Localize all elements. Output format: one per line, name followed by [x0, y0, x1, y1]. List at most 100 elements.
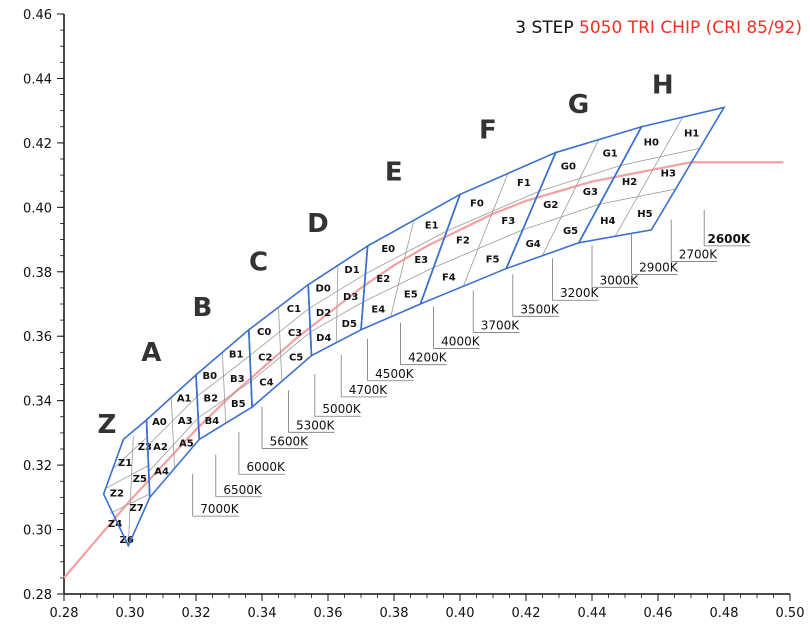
bin-grid-line: [222, 352, 227, 424]
bin-label: Z4: [108, 519, 122, 530]
bin-label: D3: [343, 292, 358, 303]
bin-label: B1: [229, 349, 244, 360]
bin-label: C1: [287, 304, 301, 315]
bin-label: E3: [414, 255, 428, 266]
group-letter: E: [385, 157, 403, 187]
x-tick-label: 0.40: [446, 606, 475, 621]
bin-label: D5: [342, 319, 357, 330]
bin-group-b: B0 B1 B2 B3 B4 B5 B: [192, 293, 253, 441]
bin-grid-line: [390, 220, 415, 317]
x-tick-label: 0.46: [644, 606, 673, 621]
group-letter: Z: [97, 410, 116, 440]
bin-label: B0: [202, 371, 217, 382]
cct-label: 2700K: [679, 248, 719, 262]
bin-label: D0: [316, 283, 331, 294]
y-tick-label: 0.46: [23, 8, 52, 23]
bin-label: E1: [425, 221, 439, 232]
bin-label: B5: [231, 399, 246, 410]
bin-grid-line: [278, 307, 283, 382]
bin-label: C4: [259, 378, 273, 389]
group-letter: C: [249, 248, 268, 278]
bin-label: A2: [153, 442, 168, 453]
cct-label: 5000K: [322, 402, 362, 416]
cct-label: 3200K: [560, 286, 600, 300]
axes: 0.28 0.30 0.32 0.34 0.36 0.38 0.40 0.42 0.44 0.46…: [23, 8, 804, 621]
bin-label: Z1: [118, 458, 132, 469]
bin-label: H1: [684, 128, 699, 139]
x-tick-label: 0.34: [248, 606, 277, 621]
bin-label: F3: [501, 216, 515, 227]
y-tick-label: 0.34: [23, 395, 52, 410]
bin-label: Z7: [129, 503, 143, 514]
x-tick-label: 0.42: [512, 606, 541, 621]
x-tick-label: 0.48: [710, 606, 739, 621]
cct-label: 4200K: [408, 351, 448, 365]
bin-label: E5: [404, 289, 418, 300]
bin-label: E4: [371, 304, 385, 315]
x-tick-label: 0.44: [578, 606, 607, 621]
bin-label: G5: [563, 226, 578, 237]
y-tick-label: 0.42: [23, 137, 52, 152]
chart-title: 3 STEP 5050 TRI CHIP (CRI 85/92): [515, 18, 802, 38]
cct-label: 7000K: [200, 502, 240, 516]
cct-label: 3000K: [600, 273, 640, 287]
cct-label: 4500K: [375, 367, 415, 381]
bin-label: G4: [526, 239, 541, 250]
bin-label: C2: [258, 352, 272, 363]
bin-label: G2: [543, 200, 558, 211]
bin-label: A1: [177, 393, 192, 404]
y-tick-label: 0.44: [23, 72, 52, 87]
y-tick-label: 0.28: [23, 588, 52, 603]
x-tick-label: 0.36: [314, 606, 343, 621]
cct-label: 2900K: [639, 260, 679, 274]
y-tick-label: 0.32: [23, 459, 52, 474]
bin-group-d: D0 D1 D2 D3 D4 D5 D: [307, 209, 369, 357]
cct-label: 2600K: [707, 232, 750, 246]
bin-label: Z2: [110, 489, 124, 500]
bin-group-f: F0 F1 F2 F3 F4 F5 F: [419, 116, 558, 306]
bin-label: A4: [154, 466, 169, 477]
bin-group-c: C0 C1 C2 C3 C4 C5 C: [247, 248, 313, 409]
bin-label: D2: [316, 308, 331, 319]
bin-grid-line: [113, 435, 149, 469]
bin-label: B4: [205, 416, 220, 427]
bin-group-h: H0 H1 H2 H3 H4 H5 H: [577, 70, 726, 244]
y-tick-label: 0.40: [23, 201, 52, 216]
chart-title-prefix: 3 STEP: [515, 18, 580, 38]
bin-label: F5: [486, 254, 500, 265]
bin-label: F0: [470, 199, 484, 210]
group-letter: H: [652, 70, 674, 100]
bin-grid-line: [170, 397, 175, 469]
x-tick-label: 0.38: [380, 606, 409, 621]
bin-label: E0: [381, 244, 395, 255]
y-tick-label: 0.36: [23, 330, 52, 345]
bin-grid-line: [462, 173, 509, 287]
cct-label: 4000K: [441, 335, 481, 349]
y-tick-label: 0.38: [23, 266, 52, 281]
bin-group-outline: [102, 418, 151, 548]
group-letter: B: [192, 293, 212, 323]
bin-label: H5: [637, 209, 652, 220]
planckian-locus-layer: [63, 161, 784, 579]
y-tick-label: 0.30: [23, 524, 52, 539]
bin-grid-line: [110, 493, 150, 514]
x-tick-label: 0.30: [116, 606, 145, 621]
bin-label: A0: [152, 417, 167, 428]
x-tick-label: 0.32: [182, 606, 211, 621]
group-letter: D: [307, 209, 329, 239]
bin-label: F1: [517, 178, 531, 189]
bin-label: A3: [178, 416, 193, 427]
bin-group-outline: [577, 106, 726, 244]
bin-label: C5: [289, 352, 303, 363]
bin-label: B2: [204, 393, 219, 404]
bin-label: G3: [583, 187, 598, 198]
bin-grid-line: [127, 436, 134, 546]
cct-label: 4700K: [349, 383, 389, 397]
chart-title-highlight: 5050 TRI CHIP (CRI 85/92): [579, 18, 802, 38]
cct-label: 6000K: [246, 460, 286, 474]
bin-label: E2: [376, 274, 390, 285]
